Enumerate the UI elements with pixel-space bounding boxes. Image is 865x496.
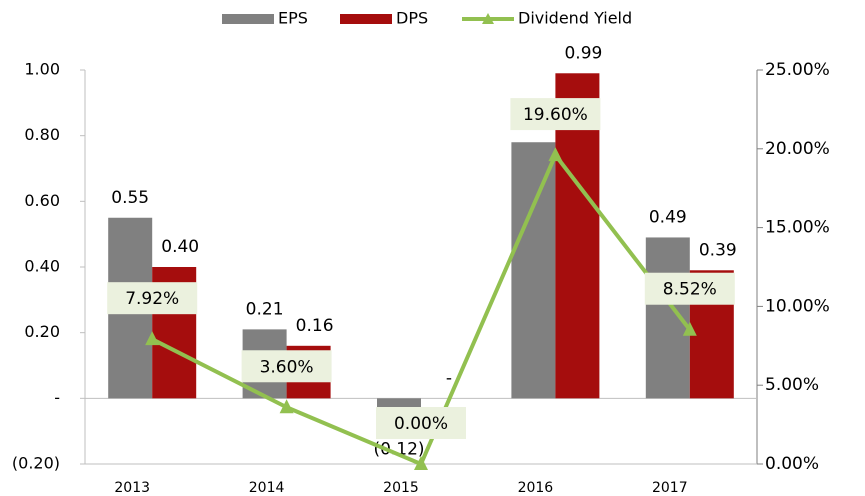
yield-label-box xyxy=(510,98,601,131)
bar-value-label: 0.49 xyxy=(649,207,687,227)
bar xyxy=(511,142,556,399)
legend-marker xyxy=(482,13,494,24)
yield-value-label: 3.60% xyxy=(260,357,314,377)
y2-tick-label: 5.00% xyxy=(765,375,819,395)
yield-marker xyxy=(279,399,294,414)
legend-label: Dividend Yield xyxy=(518,9,632,28)
yield-value-label: 8.52% xyxy=(663,280,717,300)
bar-value-label: 0.21 xyxy=(246,299,284,319)
yield-marker xyxy=(145,331,160,346)
y-tick-label: (0.20) xyxy=(12,454,60,473)
x-tick-label: 2013 xyxy=(114,480,150,496)
bar-value-label: 0.40 xyxy=(161,237,199,257)
y-tick-label: 0.20 xyxy=(24,322,60,341)
bar-value-label: 0.16 xyxy=(296,316,334,336)
y-tick-label: - xyxy=(54,388,60,407)
bar-value-label: 0.99 xyxy=(564,43,602,63)
y-tick-label: 0.60 xyxy=(24,191,60,210)
y2-tick-label: 0.00% xyxy=(765,454,819,474)
legend-label: DPS xyxy=(396,9,428,28)
legend-label: EPS xyxy=(278,9,308,28)
yield-label-box xyxy=(241,350,332,383)
y2-tick-label: 10.00% xyxy=(765,296,830,316)
yield-label-box xyxy=(107,282,198,315)
x-tick-label: 2014 xyxy=(249,480,285,496)
yield-marker xyxy=(414,456,428,470)
yield-value-label: 0.00% xyxy=(394,414,448,434)
yield-marker xyxy=(682,321,697,336)
bar-value-label: 0.55 xyxy=(111,188,149,208)
legend-swatch xyxy=(340,14,392,24)
y2-tick-label: 15.00% xyxy=(765,218,830,238)
bar-value-label: - xyxy=(446,368,452,388)
yield-value-label: 7.92% xyxy=(125,289,179,309)
y-tick-label: 1.00 xyxy=(24,60,60,79)
y2-tick-label: 20.00% xyxy=(765,139,830,159)
x-tick-label: 2017 xyxy=(652,480,688,496)
y-tick-label: 0.80 xyxy=(24,125,60,144)
x-tick-label: 2015 xyxy=(383,480,419,496)
yield-marker xyxy=(548,147,563,162)
legend-swatch xyxy=(222,14,274,24)
y-tick-label: 0.40 xyxy=(24,257,60,276)
bar-value-label: (0.12) xyxy=(373,440,424,460)
yield-label-box xyxy=(644,272,735,305)
y2-tick-label: 25.00% xyxy=(765,60,830,80)
yield-value-label: 19.60% xyxy=(523,105,588,125)
x-tick-label: 2016 xyxy=(518,480,554,496)
yield-label-box xyxy=(376,407,466,439)
bar-value-label: 0.39 xyxy=(699,240,737,260)
